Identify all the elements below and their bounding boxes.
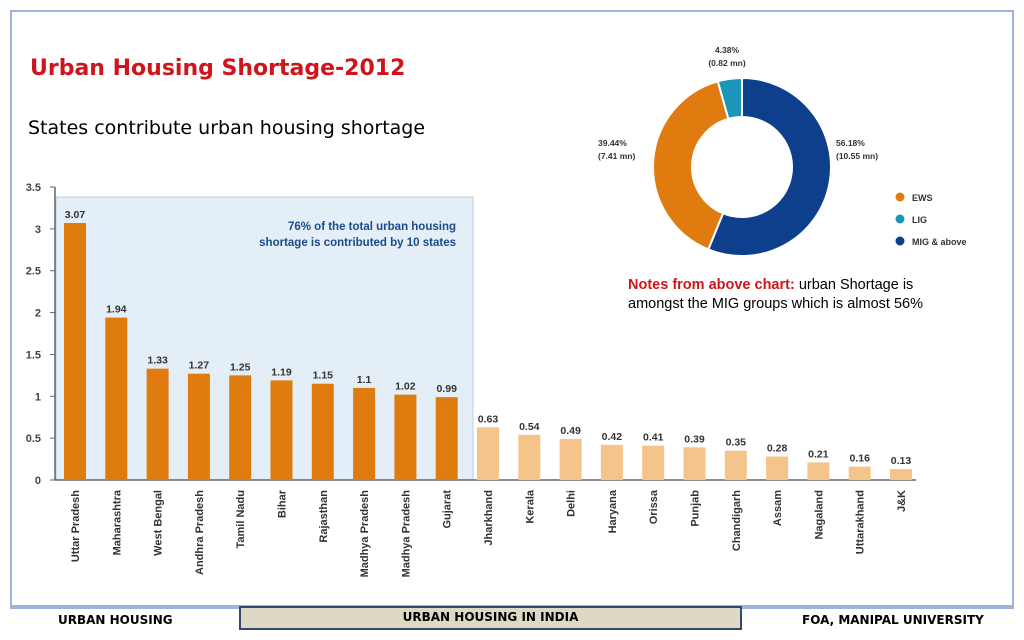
bar — [435, 397, 458, 480]
x-tick-label: West Bengal — [153, 490, 165, 556]
donut-slice — [652, 80, 730, 251]
bar-value-label: 3.07 — [65, 209, 86, 221]
legend-swatch — [895, 192, 905, 202]
bar-value-label: 0.54 — [519, 421, 540, 433]
footer-left-label: URBAN HOUSING — [58, 613, 173, 627]
bar — [683, 447, 706, 480]
donut-slice-percent: 4.38% — [715, 45, 740, 55]
bar — [146, 368, 169, 480]
x-tick-label: Tamil Nadu — [235, 490, 247, 548]
bar — [559, 438, 582, 480]
donut-slice-percent: 56.18% — [836, 138, 865, 148]
legend-swatch — [895, 214, 905, 224]
bar — [353, 387, 376, 480]
donut-slice-amount: (10.55 mn) — [836, 151, 878, 161]
bar-value-label: 0.28 — [767, 443, 788, 455]
y-tick-label: 3.5 — [26, 182, 41, 194]
legend-label: EWS — [912, 193, 933, 203]
bar — [518, 434, 541, 480]
bar-value-label: 1.33 — [147, 355, 168, 367]
bar-value-label: 1.02 — [395, 381, 416, 393]
x-tick-label: Madhya Pradesh — [400, 490, 412, 578]
bar-value-label: 1.27 — [189, 360, 210, 372]
donut-slice-amount: (0.82 mn) — [708, 58, 745, 68]
bar — [766, 456, 789, 480]
annotation-line: 76% of the total urban housing — [288, 221, 456, 233]
x-tick-label: Uttar Pradesh — [70, 490, 82, 562]
y-tick-label: 1 — [35, 391, 41, 403]
bar-value-label: 0.21 — [808, 448, 829, 460]
legend-swatch — [895, 236, 905, 246]
bar — [394, 394, 417, 480]
x-tick-label: Delhi — [566, 490, 578, 517]
bar-value-label: 0.35 — [726, 437, 747, 449]
x-tick-label: Jharkhand — [483, 490, 495, 546]
x-tick-label: Bihar — [277, 489, 289, 518]
bar-value-label: 0.49 — [560, 425, 581, 437]
donut-slice-amount: (7.41 mn) — [598, 151, 635, 161]
y-tick-label: 2 — [35, 308, 41, 320]
bar-value-label: 1.19 — [271, 366, 292, 378]
bar — [187, 373, 210, 480]
x-tick-label: Rajasthan — [318, 490, 330, 543]
donut-slice-percent: 39.44% — [598, 138, 627, 148]
y-tick-label: 3 — [35, 224, 41, 236]
bar — [311, 383, 334, 480]
bar — [807, 462, 830, 480]
legend-label: MIG & above — [912, 237, 967, 247]
x-tick-label: Haryana — [607, 489, 619, 533]
bar-value-label: 0.42 — [602, 431, 623, 443]
x-tick-label: Uttarakhand — [855, 490, 867, 554]
bar-value-label: 0.39 — [684, 433, 705, 445]
bar-value-label: 1.94 — [106, 304, 127, 316]
bar — [724, 450, 747, 480]
bar — [890, 469, 912, 480]
x-tick-label: Gujarat — [442, 490, 454, 529]
slide-subtitle: States contribute urban housing shortage — [28, 117, 426, 139]
x-tick-label: J&K — [896, 490, 908, 512]
footer-right-label: FOA, MANIPAL UNIVERSITY — [802, 613, 984, 627]
x-tick-label: Andhra Pradesh — [194, 490, 206, 575]
bar — [270, 380, 293, 480]
notes-label: Notes from above chart: — [628, 277, 795, 293]
slide-title: Urban Housing Shortage-2012 — [30, 56, 406, 81]
annotation-line: shortage is contributed by 10 states — [259, 237, 456, 249]
bar-value-label: 0.99 — [436, 383, 457, 395]
bar — [848, 466, 871, 480]
x-tick-label: Punjab — [690, 490, 702, 527]
bar — [477, 427, 499, 480]
bar-value-label: 1.1 — [357, 374, 372, 386]
y-tick-label: 1.5 — [26, 349, 41, 361]
x-tick-label: Chandigarh — [731, 490, 743, 551]
notes-body: urban Shortage is amongst the MIG groups… — [628, 277, 923, 312]
legend-label: LIG — [912, 215, 927, 225]
bar-value-label: 0.63 — [478, 413, 499, 425]
bar — [105, 317, 128, 480]
bar-value-label: 0.13 — [891, 455, 912, 467]
x-tick-label: Nagaland — [813, 490, 825, 540]
donut-slice — [716, 76, 743, 121]
donut-slice — [706, 76, 832, 257]
notes-text: Notes from above chart: urban Shortage i… — [628, 276, 968, 314]
bar-value-label: 0.16 — [849, 453, 870, 465]
y-tick-label: 2.5 — [26, 266, 41, 278]
y-tick-label: 0 — [35, 475, 41, 487]
y-tick-label: 0.5 — [26, 433, 41, 445]
bar — [229, 375, 252, 480]
x-tick-label: Kerala — [524, 489, 536, 524]
x-tick-label: Maharashtra — [111, 489, 123, 555]
bar — [600, 444, 623, 480]
bar — [642, 445, 665, 480]
bar-value-label: 0.41 — [643, 432, 664, 444]
bar-value-label: 1.25 — [230, 361, 251, 373]
x-tick-label: Assam — [772, 490, 784, 526]
x-tick-label: Orissa — [648, 489, 660, 524]
bar — [64, 222, 86, 481]
x-tick-label: Madhya Pradesh — [359, 490, 371, 578]
bar-value-label: 1.15 — [313, 370, 334, 382]
footer-center-label: URBAN HOUSING IN INDIA — [239, 606, 742, 630]
